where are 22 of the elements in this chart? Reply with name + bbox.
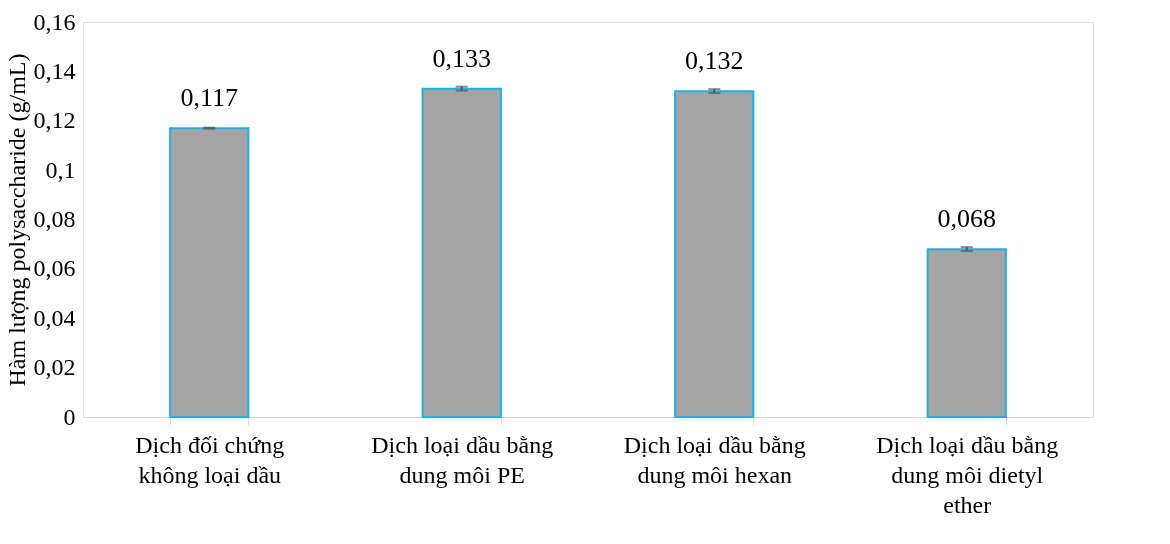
- data-label: 0,117: [180, 83, 239, 113]
- y-tick-label: 0,16: [33, 8, 76, 35]
- y-tick-label: 0,1: [45, 156, 76, 183]
- bar: [674, 90, 755, 418]
- y-tick-label: 0,02: [33, 354, 76, 381]
- y-tick-label: 0,12: [33, 107, 76, 134]
- y-tick-label: 0,04: [33, 304, 76, 331]
- y-tick-label: 0,06: [33, 255, 76, 282]
- x-tick-label: Dịch loại dầu bằng dung môi dietyl ether: [876, 431, 1059, 518]
- x-tick-label: Dịch đối chứng không loại dầu: [135, 431, 285, 488]
- x-tick-label: Dịch loại dầu bằng dung môi hexan: [623, 431, 806, 488]
- y-tick-label: 0,08: [33, 206, 76, 232]
- bar: [926, 248, 1007, 418]
- data-label: 0,133: [432, 43, 491, 73]
- bar: [169, 127, 250, 418]
- y-tick-label: 0,14: [33, 57, 76, 84]
- bar: [421, 87, 502, 418]
- x-tick-label: Dịch loại dầu bằng dung môi PE: [371, 431, 554, 488]
- data-label: 0,132: [685, 46, 744, 76]
- y-tick-label: 0: [63, 403, 76, 430]
- y-axis-title: Hàm lượng polysaccharide (g/mL): [3, 53, 30, 387]
- data-label: 0,068: [937, 204, 996, 234]
